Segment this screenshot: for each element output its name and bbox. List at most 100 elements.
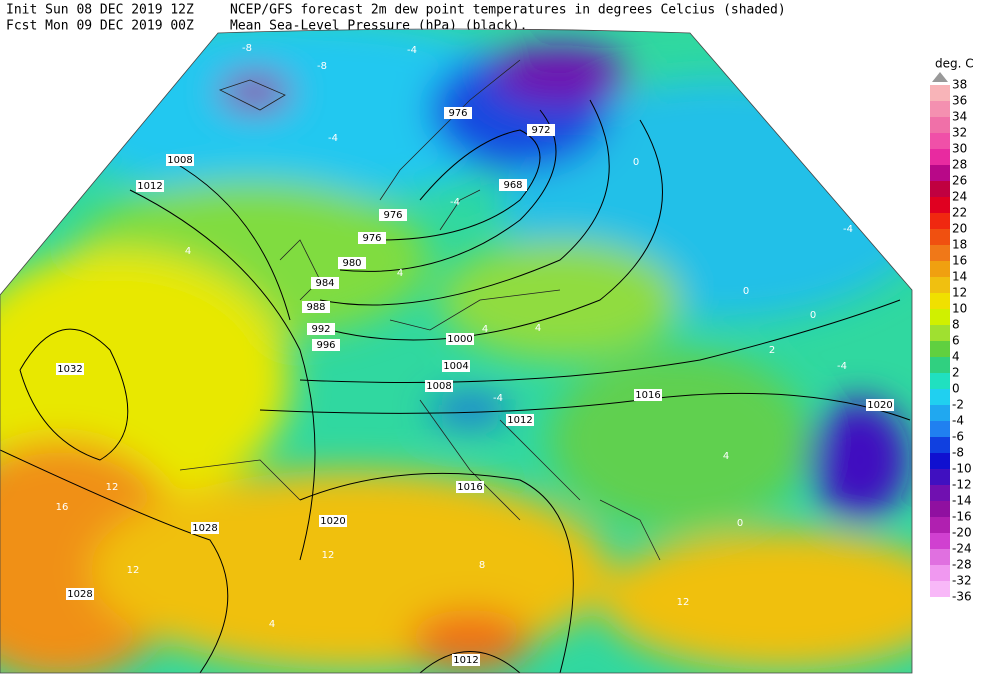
legend-swatch [930,133,950,149]
legend-label: 2 [952,366,960,380]
isobar-label-bg [527,124,555,136]
legend-swatch [930,341,950,357]
isobar-label-bg [136,180,164,192]
legend-swatch [930,309,950,325]
legend-label: -32 [952,574,972,588]
dewpoint-label: 12 [106,482,119,493]
legend-unit: deg. C [935,57,974,71]
isobar-label: 1008 [167,155,192,166]
legend-label: -14 [952,494,972,508]
dewpoint-label: 8 [479,560,485,571]
isobar-label: 1016 [635,390,660,401]
isobar-label-bg [442,360,470,372]
legend-label: 26 [952,174,967,188]
legend-swatch [930,245,950,261]
legend-swatch [930,549,950,565]
isobar-label-bg [444,107,472,119]
isobar-label-bg [311,277,339,289]
dewpoint-label: 0 [737,518,743,529]
legend-label: 14 [952,270,967,284]
isobar-label: 1032 [57,364,82,375]
dewpoint-label: 2 [769,345,775,356]
legend-swatch [930,373,950,389]
isobar-label-bg [358,232,386,244]
legend-swatch [930,421,950,437]
legend-label: 36 [952,94,967,108]
dewpoint-label: -4 [837,361,847,372]
dewpoint-label: 4 [269,619,275,630]
isobar-label: 972 [531,125,550,136]
isobar-label: 1012 [507,415,532,426]
isobar-label: 968 [503,180,522,191]
isobar-label-bg [166,154,194,166]
legend-swatch [930,101,950,117]
dewpoint-label: 4 [482,324,488,335]
dewpoint-label: 12 [127,565,140,576]
legend-swatch [930,469,950,485]
legend-swatch [930,229,950,245]
isobar-lines [0,99,911,673]
dewpoint-label: 0 [810,310,816,321]
isobar-label-bg [307,323,335,335]
isobar-label-bg [634,389,662,401]
isobar-label-bg [338,257,366,269]
dewpoint-label: -8 [317,61,327,72]
map-frame [0,28,913,674]
isobar-label-bg [452,654,480,666]
legend-swatch [930,261,950,277]
coastline [179,59,661,561]
legend-label: 18 [952,238,967,252]
isobar-label: 1028 [67,589,92,600]
dewpoint-label: 16 [56,502,69,513]
dewpoint-label: -4 [450,197,460,208]
legend-label: 30 [952,142,967,156]
isobar-label: 1016 [457,482,482,493]
legend-label: 0 [952,382,960,396]
isobar-label: 1020 [320,516,345,527]
legend-label: -8 [952,446,964,460]
dewpoint-label: -4 [407,45,417,56]
isobar-label: 1008 [426,381,451,392]
isobar-label: 976 [383,210,402,221]
isobar-label-bg [866,399,894,411]
legend-label: -10 [952,462,972,476]
dewpoint-label: 0 [633,157,639,168]
isobar-label-bg [499,179,527,191]
legend-label: -24 [952,542,972,556]
isobar-label-bg [425,380,453,392]
legend-swatch [930,437,950,453]
isobar-label: 1012 [137,181,162,192]
legend-label: -20 [952,526,972,540]
legend-label: 6 [952,334,960,348]
forecast-time: Fcst Mon 09 DEC 2019 00Z [6,19,194,34]
isobar-label: 1012 [453,655,478,666]
legend-label: -12 [952,478,972,492]
isobar-label: 996 [316,340,335,351]
isobar-label-bg [446,333,474,345]
title-line: NCEP/GFS forecast 2m dew point temperatu… [230,3,786,18]
map [0,29,912,673]
dewpoint-label: -4 [328,133,338,144]
legend-swatch [930,389,950,405]
isobar-label: 988 [306,302,325,313]
legend-swatch [930,213,950,229]
dewpoint-label: 4 [397,268,403,279]
isobar-label-bg [506,414,534,426]
isobar-label-bg [191,522,219,534]
dewpoint-label: 12 [677,597,690,608]
isobar-label-bg [56,363,84,375]
isobar-label-bg [302,301,330,313]
isobar-label-bg [66,588,94,600]
legend-label: -16 [952,510,972,524]
legend-label: 8 [952,318,960,332]
dewpoint-label: 4 [535,323,541,334]
legend-swatch [930,565,950,581]
isobar-label-bg [312,339,340,351]
isobar-label: 984 [315,278,334,289]
dewpoint-label: -4 [843,224,853,235]
isobar-label: 976 [448,108,467,119]
legend-swatch [930,357,950,373]
dewpoint-label: 4 [185,246,191,257]
dewpoint-label: -8 [242,43,252,54]
legend-label: -6 [952,430,964,444]
